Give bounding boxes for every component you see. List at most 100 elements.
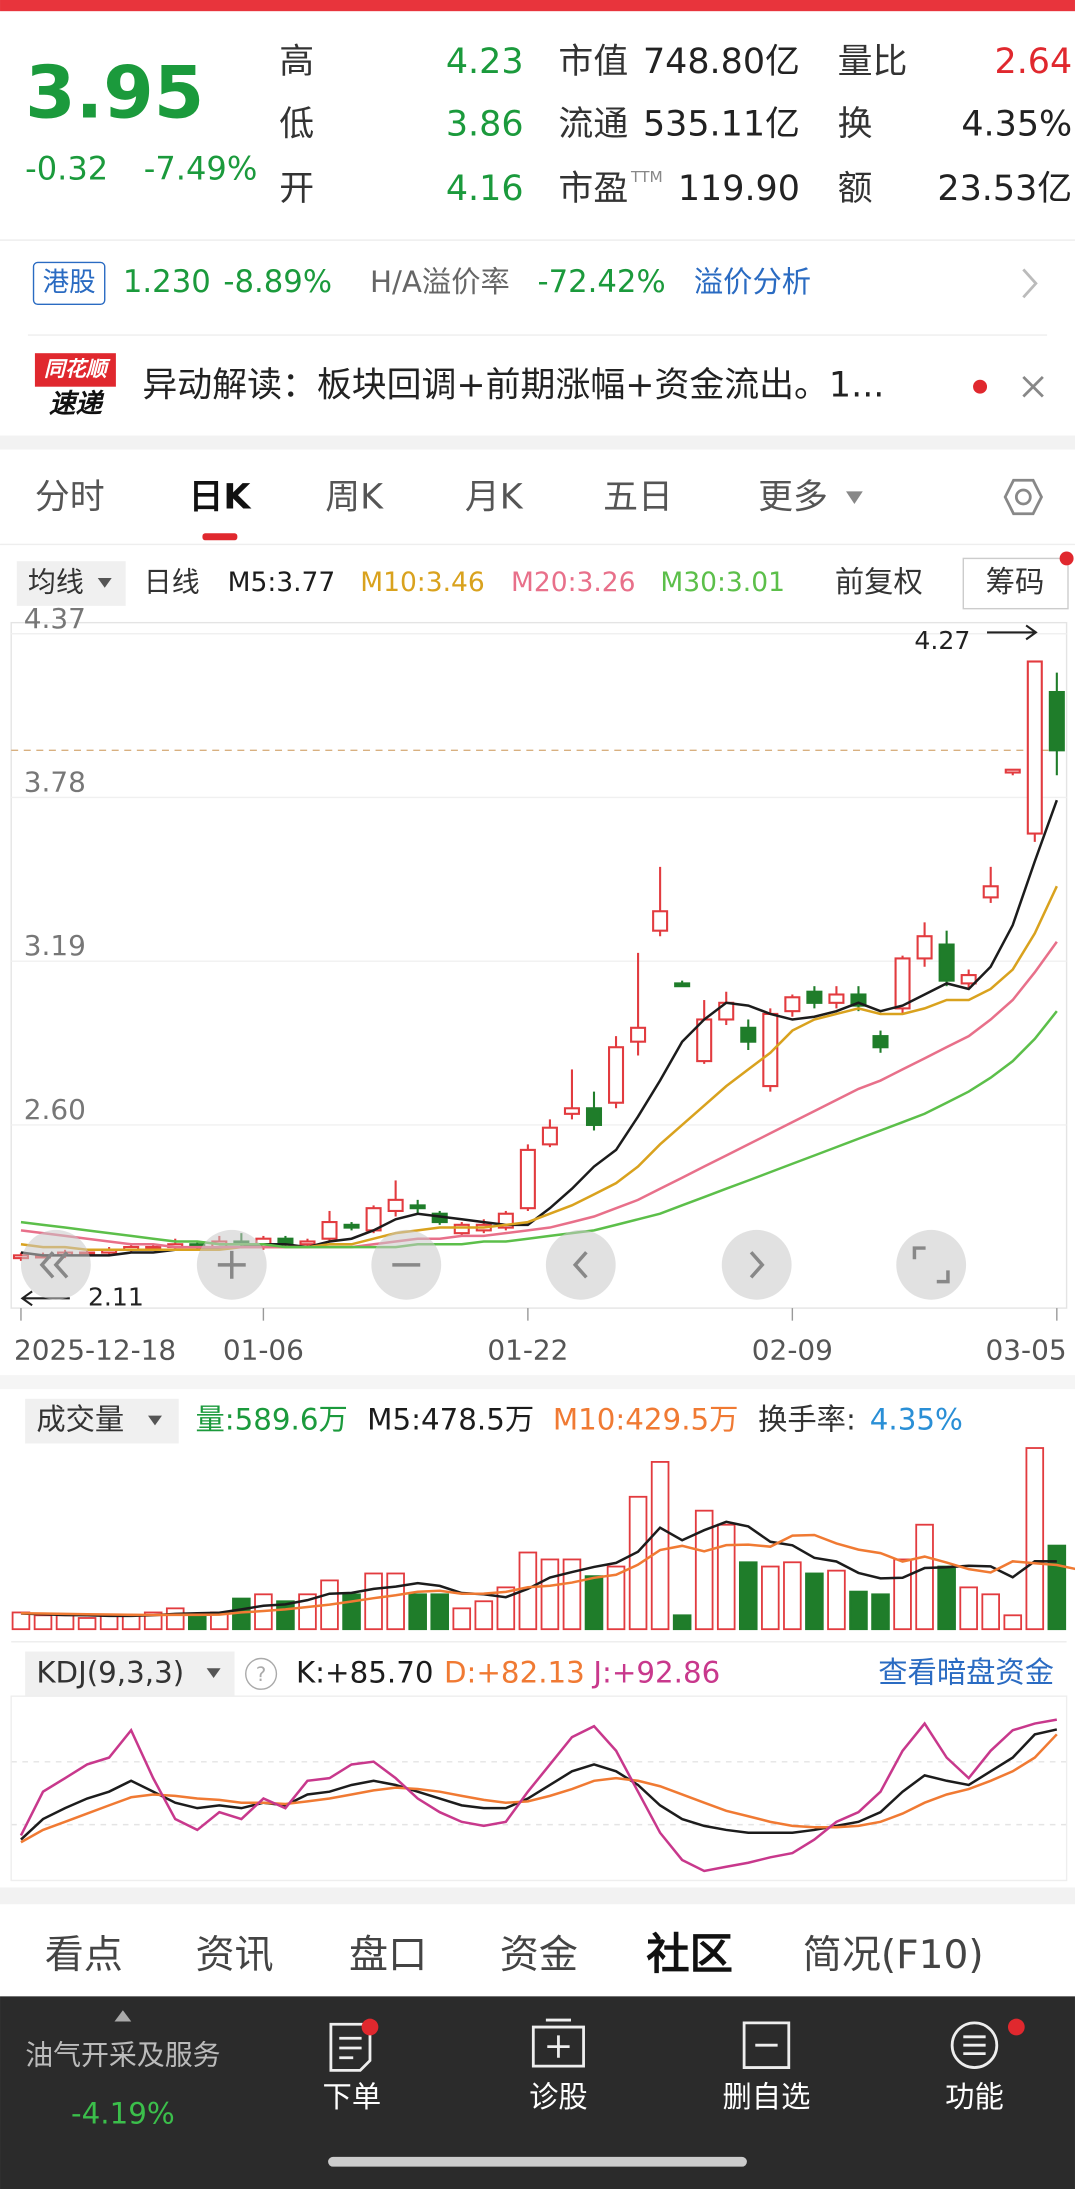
action-label[interactable]: 删自选 bbox=[723, 2080, 811, 2114]
close-icon[interactable] bbox=[1022, 375, 1044, 398]
candle-body bbox=[872, 1035, 889, 1049]
kdj-frame bbox=[10, 1695, 1068, 1882]
gap bbox=[0, 1887, 1075, 1905]
help-icon[interactable] bbox=[245, 1657, 278, 1690]
bottom-tab[interactable]: 资讯 bbox=[195, 1933, 273, 1978]
tab[interactable]: 月K bbox=[465, 477, 524, 517]
candle-body bbox=[630, 1026, 647, 1043]
chevron[interactable] bbox=[1022, 268, 1038, 299]
candle-body bbox=[762, 1012, 779, 1088]
turnover: 4.35% bbox=[870, 1403, 963, 1437]
bottom-tab[interactable]: 资金 bbox=[500, 1933, 578, 1978]
change-pct: -7.49% bbox=[144, 149, 258, 187]
volume-bar bbox=[893, 1558, 912, 1631]
settings-icon-core bbox=[1014, 488, 1032, 506]
legend-entry: M10:429.5万 bbox=[553, 1403, 739, 1437]
icon bbox=[950, 2021, 999, 2069]
vol-title[interactable]: 成交量 bbox=[36, 1403, 124, 1437]
move-right[interactable] bbox=[721, 1229, 792, 1300]
chips[interactable]: 筹码 bbox=[986, 565, 1045, 599]
candle-body bbox=[652, 910, 669, 932]
bottom-tab[interactable]: 社区 bbox=[646, 1930, 733, 1980]
candle-body bbox=[541, 1126, 558, 1146]
bottom-tabs: 看点 资讯 盘口 资金 社区 简况(F10) bbox=[45, 1930, 984, 1980]
legend-entry: D:+82.13 bbox=[444, 1655, 585, 1689]
action-label[interactable]: 下单 bbox=[323, 2080, 382, 2114]
stat-label-sup: TTM bbox=[630, 168, 663, 186]
x-tick-label: 03-05 bbox=[986, 1333, 1067, 1366]
fullscreen[interactable] bbox=[896, 1229, 967, 1300]
stat-label: 高 bbox=[279, 42, 314, 82]
settings-icon[interactable] bbox=[1003, 478, 1044, 516]
volume-bar bbox=[55, 1614, 75, 1631]
news-text[interactable]: 异动解读：板块回调+前期涨幅+资金流出。1... bbox=[142, 366, 884, 406]
icon bbox=[217, 1250, 246, 1279]
tab[interactable]: 分时 bbox=[35, 477, 105, 517]
volume-bar bbox=[121, 1614, 141, 1631]
ma-legend: M5:3.77 M10:3.46 M20:3.26 M30:3.01 bbox=[228, 567, 785, 598]
home-indicator bbox=[328, 2156, 747, 2167]
action-label[interactable]: 功能 bbox=[945, 2080, 1004, 2114]
hk-label: 港股 bbox=[43, 267, 96, 298]
indicator-line bbox=[20, 799, 1059, 1257]
min-label: 2.11 bbox=[88, 1282, 144, 1311]
tab[interactable]: 周K bbox=[325, 477, 384, 517]
volume-bar bbox=[1047, 1544, 1067, 1631]
hk-price: 1.230 bbox=[123, 264, 211, 300]
move-left[interactable] bbox=[545, 1229, 616, 1300]
tab[interactable]: 更多 bbox=[758, 477, 828, 517]
stat-value: 535.11亿 bbox=[643, 105, 800, 145]
icon bbox=[39, 1251, 69, 1279]
volume-bar bbox=[805, 1572, 824, 1631]
bottom-tab[interactable]: 盘口 bbox=[349, 1933, 427, 1978]
legend-entry: M5:3.77 bbox=[228, 567, 336, 598]
y-tick-label: 3.19 bbox=[24, 929, 86, 962]
adjust[interactable]: 前复权 bbox=[835, 565, 923, 599]
kdj-box[interactable] bbox=[25, 1651, 235, 1697]
volume-bar bbox=[165, 1607, 185, 1631]
icon bbox=[572, 1251, 588, 1279]
ma-select[interactable]: 均线 bbox=[28, 566, 84, 599]
legend-entry: J:+92.86 bbox=[591, 1655, 720, 1689]
stat-value: 4.35% bbox=[961, 105, 1072, 145]
tab[interactable]: 五日 bbox=[603, 477, 673, 517]
expand-arrow[interactable] bbox=[114, 2010, 132, 2022]
chips-box[interactable] bbox=[962, 557, 1069, 610]
max-arrow bbox=[987, 624, 1038, 641]
kdj-title[interactable]: KDJ(9,3,3) bbox=[36, 1655, 184, 1689]
period: 日线 bbox=[144, 566, 200, 599]
indicator-line bbox=[20, 1733, 1058, 1844]
tabs: 分时 日K 周K 月K 五日 更多 bbox=[35, 477, 863, 517]
bottom-tab[interactable]: 看点 bbox=[45, 1933, 123, 1978]
x-tick-label: 02-09 bbox=[752, 1333, 833, 1366]
indicator-line bbox=[20, 1520, 1057, 1618]
logo-top: 同花顺 bbox=[44, 357, 111, 381]
price-chart: 4.37 3.78 3.19 2.60 2025-12-18 01-06 01-22 02-0… bbox=[11, 602, 1067, 1366]
kdj-chart: K:+85.70 D:+82.13 J:+92.86 bbox=[19, 1655, 1058, 1873]
kdj-link[interactable]: 查看暗盘资金 bbox=[878, 1655, 1054, 1689]
stat-label: 换 bbox=[838, 105, 873, 145]
dropdown bbox=[206, 1668, 221, 1679]
candle-body bbox=[740, 1026, 757, 1043]
stat-label: 市盈 bbox=[558, 169, 628, 209]
premium-link[interactable]: 溢价分析 bbox=[694, 265, 811, 299]
stat-label: 开 bbox=[279, 169, 314, 209]
tab[interactable]: 日K bbox=[188, 477, 252, 517]
volume-bar bbox=[562, 1558, 582, 1631]
volume-bar bbox=[959, 1586, 978, 1631]
candle-body bbox=[563, 1107, 580, 1115]
legend-entry: M30:3.01 bbox=[660, 567, 785, 598]
logo-top-bg bbox=[34, 353, 116, 387]
icon bbox=[963, 2035, 986, 2055]
hk-change: -8.89% bbox=[223, 264, 332, 300]
x-tick-label: 2025-12-18 bbox=[14, 1333, 176, 1366]
sector-name[interactable]: 油气开采及服务 bbox=[25, 2038, 220, 2071]
icon bbox=[329, 2022, 372, 2072]
action-label[interactable]: 诊股 bbox=[529, 2080, 588, 2114]
stat-value: 2.64 bbox=[994, 42, 1072, 82]
volume-bar bbox=[981, 1593, 1000, 1631]
volume-bar bbox=[452, 1607, 472, 1631]
bottom-tab[interactable]: 简况(F10) bbox=[803, 1933, 984, 1978]
